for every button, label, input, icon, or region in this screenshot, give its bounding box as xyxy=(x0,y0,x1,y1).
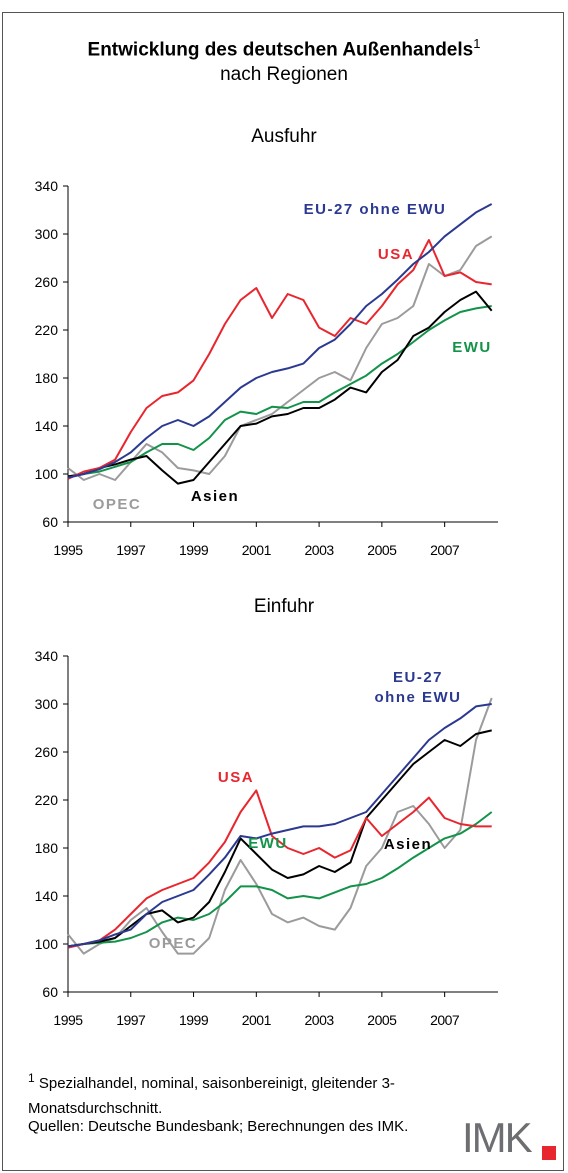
x-tick-label: 2005 xyxy=(367,1012,397,1028)
x-tick-label: 2007 xyxy=(430,1012,460,1028)
y-tick-label: 140 xyxy=(35,418,59,434)
y-tick-label: 60 xyxy=(42,514,58,530)
series-label: OPEC xyxy=(148,935,198,952)
series-line xyxy=(67,697,493,955)
x-tick-label: 2003 xyxy=(305,542,335,558)
y-tick-label: 300 xyxy=(35,696,59,712)
series-line xyxy=(67,811,493,948)
y-tick-label: 220 xyxy=(35,792,59,808)
series-label: Asien xyxy=(383,836,433,853)
x-tick-label: 2005 xyxy=(367,542,397,558)
y-tick-label: 340 xyxy=(35,648,59,664)
y-tick-label: 140 xyxy=(35,888,59,904)
x-tick-label: 1995 xyxy=(53,1012,83,1028)
series-label: USA xyxy=(217,769,255,786)
y-tick-label: 260 xyxy=(35,274,59,290)
x-tick-label: 1997 xyxy=(116,1012,146,1028)
y-tick-label: 340 xyxy=(35,178,59,194)
y-tick-label: 180 xyxy=(35,840,59,856)
x-tick-label: 2001 xyxy=(242,542,272,558)
x-tick-label: 2003 xyxy=(305,1012,335,1028)
x-tick-label: 1999 xyxy=(179,542,209,558)
series-label: Asien xyxy=(190,488,240,505)
logo-square xyxy=(542,1146,556,1160)
series-line xyxy=(67,729,492,948)
title-line: Entwicklung des deutschen Außenhandels1 xyxy=(0,36,568,61)
y-tick-label: 100 xyxy=(35,466,59,482)
x-tick-label: 2001 xyxy=(242,1012,272,1028)
footnote-marker: 1 xyxy=(28,1071,35,1085)
series-line xyxy=(67,290,493,485)
y-tick-label: 300 xyxy=(35,226,59,242)
y-tick-label: 100 xyxy=(35,936,59,952)
series-line xyxy=(67,203,493,479)
y-tick-label: 220 xyxy=(35,322,59,338)
x-tick-label: 1995 xyxy=(53,542,83,558)
series-line xyxy=(67,235,493,481)
y-tick-label: 260 xyxy=(35,744,59,760)
title: Entwicklung des deutschen Außenhandels xyxy=(87,39,474,61)
chart-title: Ausfuhr xyxy=(251,126,317,147)
footnote-text: Spezialhandel, nominal, saisonbereinigt,… xyxy=(28,1075,395,1117)
subtitle: nach Regionen xyxy=(220,64,348,85)
source: Quellen: Deutsche Bundesbank; Berechnung… xyxy=(28,1118,409,1135)
chart-title: Einfuhr xyxy=(254,596,315,617)
y-tick-label: 180 xyxy=(35,370,59,386)
title-note-marker: 1 xyxy=(473,36,481,51)
series-label: USA xyxy=(377,246,415,263)
series-label: EU-27 ohne EWU xyxy=(303,201,447,218)
x-tick-label: 1997 xyxy=(116,542,146,558)
series-label: EWU xyxy=(452,339,492,356)
series-line xyxy=(67,789,492,949)
series-line xyxy=(67,239,492,480)
x-tick-label: 1999 xyxy=(179,1012,209,1028)
logo: IMK xyxy=(462,1116,558,1160)
frame xyxy=(2,12,564,1171)
series-label: OPEC xyxy=(92,496,142,513)
series-line xyxy=(67,703,492,948)
logo-text: IMK xyxy=(462,1114,533,1161)
footnote: 1 Spezialhandel, nominal, saisonbereinig… xyxy=(28,1066,478,1121)
series-label: EWU xyxy=(248,835,288,852)
x-tick-label: 2007 xyxy=(430,542,460,558)
series-label: EU-27 ohne EWU xyxy=(374,669,462,706)
y-tick-label: 60 xyxy=(42,984,58,1000)
